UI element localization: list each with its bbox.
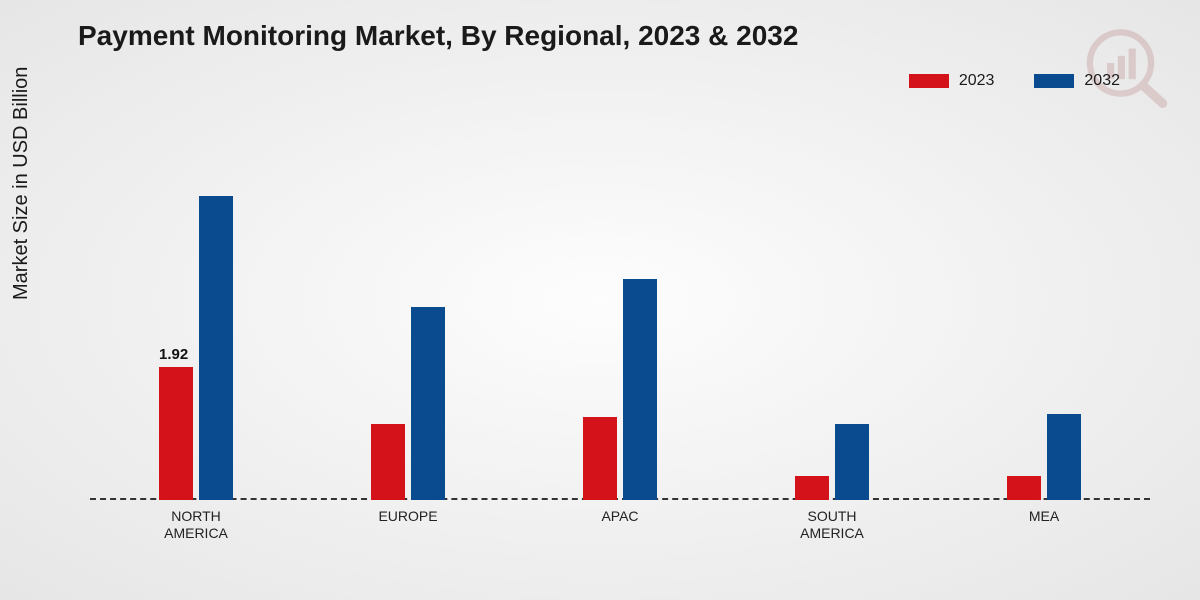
research-logo-icon — [1080, 18, 1170, 108]
chart-canvas: Payment Monitoring Market, By Regional, … — [0, 0, 1200, 600]
bar-value-label: 1.92 — [159, 346, 188, 363]
bar-group: SOUTH AMERICA — [795, 424, 869, 500]
bar-2032 — [835, 424, 869, 500]
category-label: EUROPE — [378, 508, 437, 525]
legend-item-2023: 2023 — [909, 72, 995, 90]
legend-label: 2023 — [959, 72, 995, 90]
plot-area: 1.92NORTH AMERICA EUROPE APAC SOUTH AMERICA… — [90, 120, 1150, 500]
bar-group: EUROPE — [371, 307, 445, 500]
category-label: SOUTH AMERICA — [800, 508, 864, 542]
bar-2023 — [1007, 476, 1041, 500]
bar-2032 — [199, 196, 233, 500]
legend: 2023 2032 — [909, 72, 1120, 90]
legend-label: 2032 — [1084, 72, 1120, 90]
bar-2032 — [1047, 414, 1081, 500]
bar-group: MEA — [1007, 414, 1081, 500]
bar-2023 — [371, 424, 405, 500]
category-label: NORTH AMERICA — [164, 508, 228, 542]
bar-2023 — [795, 476, 829, 500]
bar-2023 — [583, 417, 617, 500]
bar-group: APAC — [583, 279, 657, 500]
legend-item-2032: 2032 — [1034, 72, 1120, 90]
bar-group: 1.92NORTH AMERICA — [159, 196, 233, 500]
chart-title: Payment Monitoring Market, By Regional, … — [78, 20, 798, 52]
bar-2023 — [159, 367, 193, 500]
category-label: MEA — [1029, 508, 1059, 525]
legend-swatch-2032-icon — [1034, 74, 1074, 88]
legend-swatch-2023-icon — [909, 74, 949, 88]
y-axis-label: Market Size in USD Billion — [10, 67, 33, 300]
bar-2032 — [623, 279, 657, 500]
bar-2032 — [411, 307, 445, 500]
category-label: APAC — [601, 508, 638, 525]
